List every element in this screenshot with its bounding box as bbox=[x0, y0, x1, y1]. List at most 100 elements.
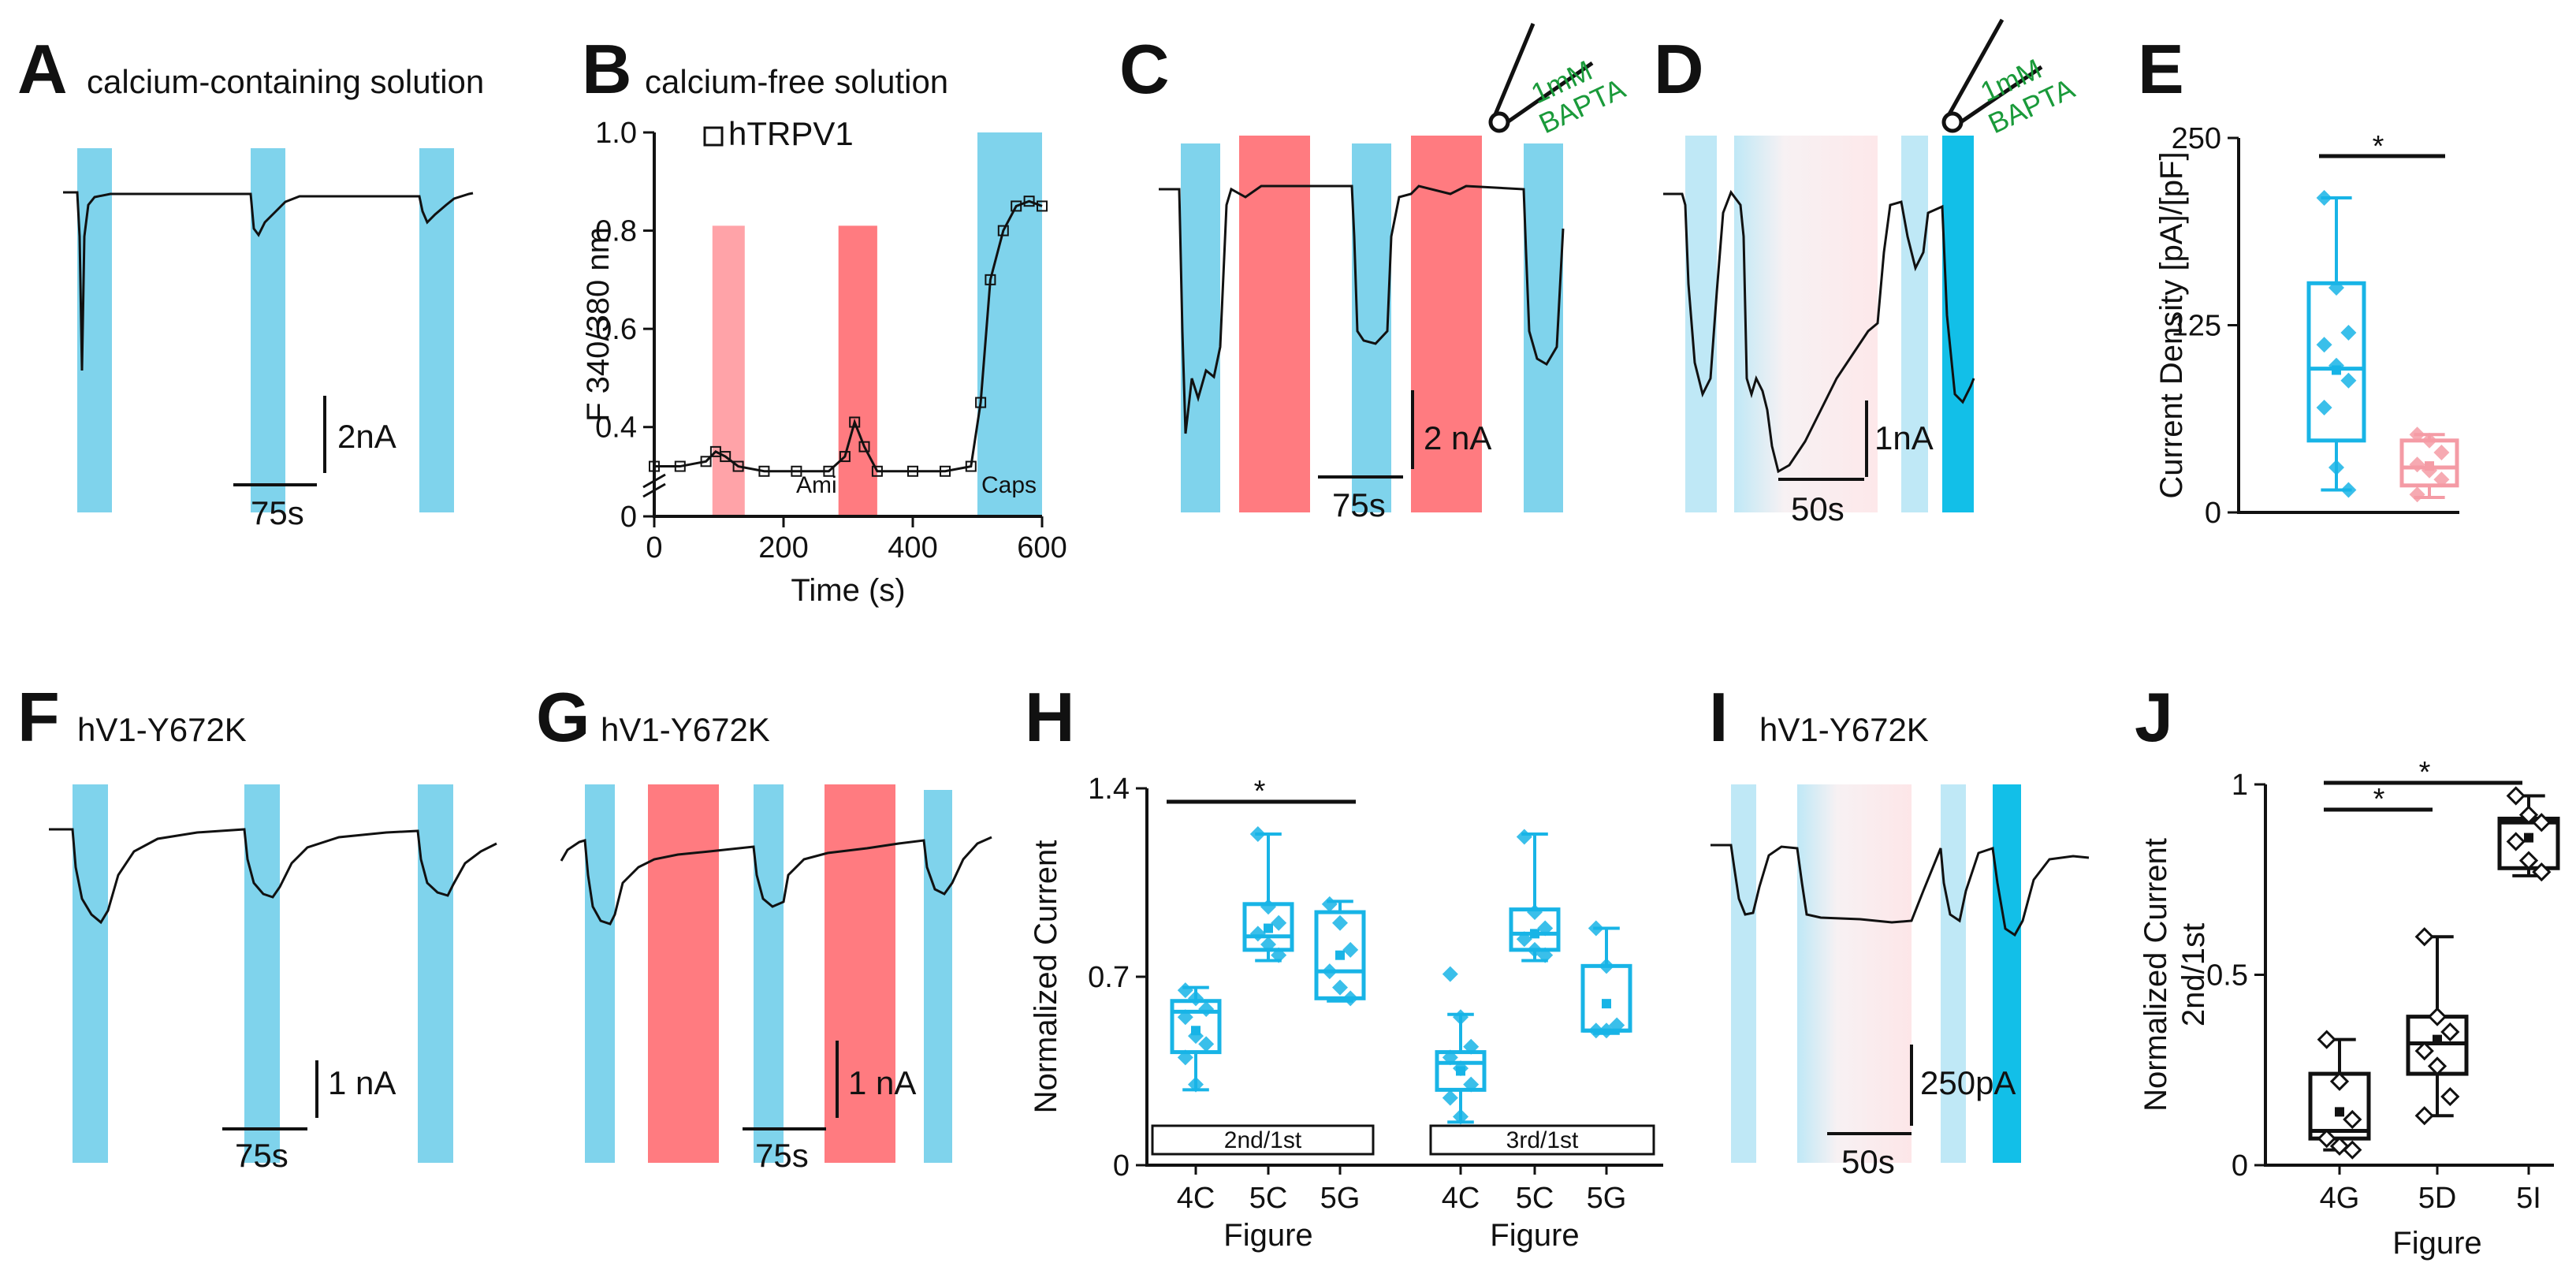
y-tick-label: 0 bbox=[620, 501, 637, 534]
data-point bbox=[2343, 1140, 2362, 1160]
y-axis-title: Normalized Current 2nd/1st bbox=[2139, 838, 2211, 1112]
group-label: 2nd/1st bbox=[1224, 1127, 1302, 1153]
data-point bbox=[1537, 947, 1554, 963]
data-point bbox=[1011, 200, 1022, 212]
data-point bbox=[2518, 851, 2539, 870]
y-tick-label: 0.7 bbox=[1088, 961, 1130, 994]
data-point bbox=[1516, 829, 1532, 845]
data-point bbox=[1453, 1009, 1469, 1026]
x-tick-label: 5G bbox=[1320, 1182, 1361, 1215]
data-point bbox=[1260, 937, 1276, 953]
current-trace bbox=[1159, 184, 1565, 434]
scale-current-label: 1 nA bbox=[328, 1064, 396, 1101]
panel-d: D 1nA 50s 1mM BAPTA bbox=[1654, 18, 2079, 527]
significance-label: * bbox=[1254, 775, 1266, 808]
panel-f-title: hV1-Y672K bbox=[77, 711, 247, 748]
scale-current-label: 1nA bbox=[1874, 419, 1934, 456]
data-point bbox=[858, 441, 870, 453]
x-tick-label: 5D bbox=[2418, 1182, 2457, 1215]
panel-g: G hV1-Y672K 1 nA 75s bbox=[536, 678, 992, 1174]
data-point bbox=[1453, 1060, 1469, 1077]
capsaicin-band bbox=[73, 784, 108, 1163]
data-point bbox=[2422, 462, 2437, 479]
data-point bbox=[2440, 1086, 2460, 1107]
data-point bbox=[1588, 1022, 1604, 1039]
capsaicin-band-light bbox=[1941, 784, 1966, 1163]
current-trace bbox=[560, 836, 992, 926]
data-point bbox=[2317, 1129, 2336, 1149]
data-point bbox=[1177, 982, 1193, 999]
legend-label: hTRPV1 bbox=[728, 115, 854, 152]
data-point bbox=[1271, 947, 1287, 963]
y-axis-title: Current Density [pA]/[pF] bbox=[2154, 151, 2189, 498]
current-trace bbox=[1711, 844, 2090, 937]
panel-c-label: C bbox=[1119, 30, 1170, 108]
capsaicin-band bbox=[251, 148, 285, 512]
data-point bbox=[1537, 920, 1554, 937]
box-mean bbox=[2524, 832, 2533, 843]
scale-time-label: 50s bbox=[1841, 1143, 1895, 1180]
data-point bbox=[2340, 325, 2357, 341]
data-point bbox=[1527, 941, 1543, 958]
data-point bbox=[849, 416, 861, 428]
data-point bbox=[2316, 190, 2332, 206]
data-point bbox=[791, 465, 802, 477]
data-point bbox=[1442, 1049, 1458, 1066]
data-point bbox=[940, 465, 951, 477]
y-tick-label: 1.0 bbox=[595, 117, 637, 150]
x-tick-label: 5G bbox=[1587, 1182, 1627, 1215]
data-point bbox=[871, 465, 883, 477]
significance-label: * bbox=[2419, 756, 2431, 789]
band-label-ami: Ami bbox=[796, 472, 837, 498]
capsaicin-band bbox=[1181, 143, 1220, 512]
data-point bbox=[2433, 445, 2450, 460]
panel-b-title: calcium-free solution bbox=[645, 63, 948, 100]
data-point bbox=[1321, 896, 1338, 912]
y-tick-label: 1 bbox=[2232, 769, 2248, 802]
panel-j-label: J bbox=[2135, 678, 2173, 756]
data-point bbox=[2328, 280, 2344, 296]
x-tick-label: 400 bbox=[888, 531, 937, 564]
x-axis-title: Figure bbox=[1490, 1218, 1579, 1253]
amiloride-band bbox=[1239, 136, 1310, 512]
capsaicin-band bbox=[419, 148, 454, 512]
band-label-caps: Caps bbox=[981, 472, 1037, 498]
data-point bbox=[1516, 931, 1532, 948]
scale-current-label: 1 nA bbox=[848, 1064, 916, 1101]
current-trace bbox=[1663, 189, 1975, 474]
data-point bbox=[1188, 1076, 1204, 1093]
x-tick-label: 4C bbox=[1177, 1182, 1215, 1215]
y-tick-label: 0.4 bbox=[595, 412, 637, 445]
data-point bbox=[700, 456, 712, 467]
chart-j: 0 0.5 1 Normalized Current 2nd/1st 4G 5D 5I Figu… bbox=[2139, 756, 2560, 1261]
panel-i: I hV1-Y672K 250pA 50s bbox=[1709, 678, 2090, 1180]
data-point bbox=[1198, 1000, 1215, 1017]
panel-b: B calcium-free solution 0 0.4 0.6 0.8 1.0 0 20… bbox=[581, 30, 1067, 608]
scale-time-label: 75s bbox=[1332, 486, 1386, 523]
x-tick-label: 4C bbox=[1442, 1182, 1480, 1215]
amiloride-band bbox=[648, 784, 719, 1163]
data-point bbox=[1442, 1089, 1458, 1106]
data-point bbox=[1023, 196, 1035, 207]
data-point bbox=[2343, 1109, 2362, 1130]
scale-time-label: 50s bbox=[1791, 490, 1845, 527]
scale-current-label: 2nA bbox=[337, 418, 396, 455]
data-point bbox=[720, 451, 731, 463]
capsaicin-band-light bbox=[1901, 136, 1928, 512]
box-mean bbox=[1602, 999, 1611, 1009]
panel-f-label: F bbox=[17, 678, 60, 756]
capsaicin-band-light bbox=[1685, 136, 1717, 512]
box-mean bbox=[2335, 1107, 2344, 1117]
group-label: 3rd/1st bbox=[1506, 1127, 1579, 1153]
panel-a-label: A bbox=[17, 30, 68, 108]
box-iqr bbox=[1435, 1050, 1487, 1092]
box-mean bbox=[2433, 1034, 2442, 1045]
data-point bbox=[1453, 1108, 1469, 1125]
current-trace bbox=[63, 191, 474, 371]
panel-d-label: D bbox=[1654, 30, 1704, 108]
panel-e-label: E bbox=[2138, 30, 2184, 108]
data-point bbox=[1588, 920, 1604, 937]
amiloride-band bbox=[1411, 136, 1482, 512]
data-point bbox=[1527, 904, 1543, 921]
